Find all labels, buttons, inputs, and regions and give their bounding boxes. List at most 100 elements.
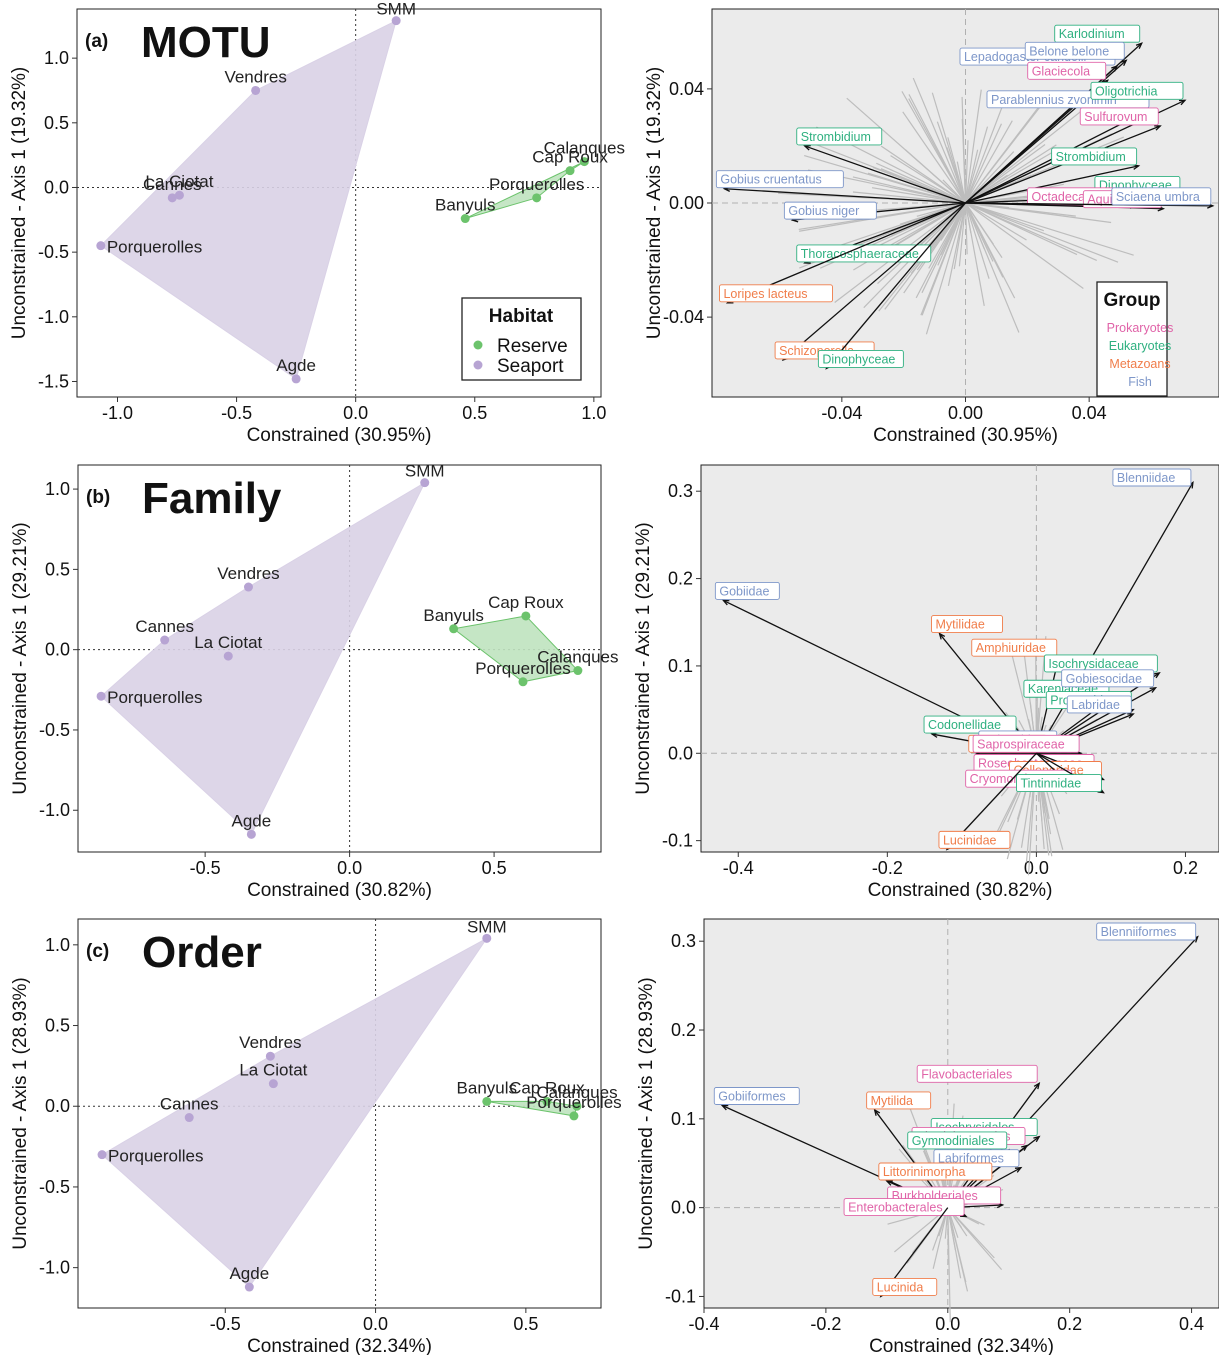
taxon-label: Oligotrichia [1095,84,1158,98]
y-tick-label: -0.1 [665,1286,696,1306]
grey-taxon-arrow [965,202,1097,261]
taxon-label: Dinophyceae [822,352,895,366]
arrow-head [1033,1081,1041,1090]
grey-taxon-arrow [965,202,1084,289]
y-tick-label: 0.3 [671,931,696,951]
ordination-panel: -0.5 0.0 0.5 1.0 0.5 0.0 -0.5 -1.0 Constrained (… [10,462,619,901]
legend-label: Eukaryotes [1109,339,1172,353]
grey-taxon-arrow [799,202,966,232]
y-tick-label: 0.5 [44,113,69,133]
site-point [532,193,542,203]
taxon-label-box [796,244,932,263]
taxon-label-box [1016,774,1102,793]
taxon-label-box [907,1131,1008,1150]
taxon-label: Sulfurovum [1084,110,1147,124]
y-tick-label: -0.5 [39,720,70,740]
taxon-arrow [965,165,1139,204]
x-tick-label: 0.0 [363,1314,388,1334]
plot-area [703,918,1219,1309]
grey-taxon-arrow [956,161,967,204]
site-point [449,624,459,634]
taxon-arrow [965,202,1213,207]
site-label: SMM [467,917,507,936]
taxon-label: Blenniidae [1117,471,1175,485]
taxon-label: Parablennius zvonimiri [991,93,1117,107]
grey-taxon-arrow [921,202,967,316]
grey-taxon-arrow [964,126,989,204]
x-tick-label: -0.2 [810,1314,841,1334]
site-point [268,1079,278,1089]
x-axis-title: Constrained (30.95%) [873,425,1058,446]
legend-key [473,340,483,350]
arrow-head [873,1108,881,1116]
x-tick-label: -0.4 [688,1314,719,1334]
site-label: Banyuls [435,196,495,215]
panel-letter: (a) [85,31,108,52]
site-point [246,829,256,839]
taxon-label: Amphiuridae [976,641,1046,655]
x-tick-label: -0.4 [723,858,754,878]
x-tick-label: 0.5 [482,858,507,878]
taxon-label: Lucinidae [943,833,997,847]
biplot-panel: -0.4 -0.2 0.0 0.2 0.4 0.3 0.2 0.1 0.0 -0.1 Constra… [636,918,1219,1355]
taxon-label: Loripes lacteus [723,287,807,301]
y-tick-label: 1.0 [45,479,70,499]
taxon-label-box [817,350,904,368]
grey-taxon-arrow [871,187,966,204]
grey-taxon-arrow [908,98,967,204]
site-point [579,157,589,167]
taxon-label-box [1051,147,1138,166]
taxon-label-box [872,1278,938,1296]
site-label: Agde [232,811,272,830]
taxon-label: Labriformes [938,1152,1004,1166]
legend-title: Group [1104,290,1161,311]
taxon-label: Belone belone [1029,44,1109,58]
y-tick-label: 0.2 [671,1020,696,1040]
taxon-label-box [714,581,780,600]
site-label: Porquerolles [108,1147,203,1166]
site-point [569,1111,579,1121]
grey-taxon-arrow [947,1207,962,1279]
y-tick-label: -1.0 [39,800,70,820]
taxon-label-box [931,615,1003,634]
site-point [565,166,575,176]
grey-taxon-arrow [964,120,1013,204]
site-point [518,677,528,687]
grey-taxon-arrow [947,1207,949,1264]
grey-taxon-arrow [965,202,1112,224]
arrow-head [1135,42,1143,49]
taxon-label: Flavobacteriales [921,1067,1012,1081]
site-point [482,1096,492,1106]
x-tick-label: 0.00 [948,403,983,423]
x-axis-title: Constrained (30.82%) [868,880,1053,901]
site-label: La Ciotat [194,633,262,652]
taxon-label-box [713,1087,800,1105]
panel-letter: (b) [86,487,110,508]
taxon-label: Gobiidae [719,584,769,598]
site-point [460,214,470,224]
arrow-head [803,144,811,151]
site-point [160,635,170,645]
y-tick-label: 0.0 [671,1198,696,1218]
taxon-label-box [878,1162,993,1181]
site-point [573,666,583,676]
x-axis-title: Constrained (30.95%) [247,425,432,446]
taxon-label-box [938,830,1011,849]
site-label: Cannes [143,175,202,194]
arrow-head [1127,713,1135,719]
site-label: Vendres [217,564,279,583]
grey-taxon-arrow [846,97,966,204]
arrow-head [720,1104,729,1111]
x-axis-title: Constrained (32.34%) [247,1336,432,1355]
grey-taxon-arrow [964,89,982,204]
taxon-label: Gobiesocidae [1066,672,1142,686]
site-point [265,1051,275,1061]
site-point [223,651,233,661]
site-label: Porquerolles [526,1093,621,1112]
y-tick-label: -0.5 [38,242,69,262]
grey-taxon-arrow [964,202,994,262]
x-tick-label: -0.5 [190,858,221,878]
panel-letter: (c) [86,941,109,962]
arrow-head [885,1180,893,1186]
grey-taxon-arrow [965,93,1051,204]
